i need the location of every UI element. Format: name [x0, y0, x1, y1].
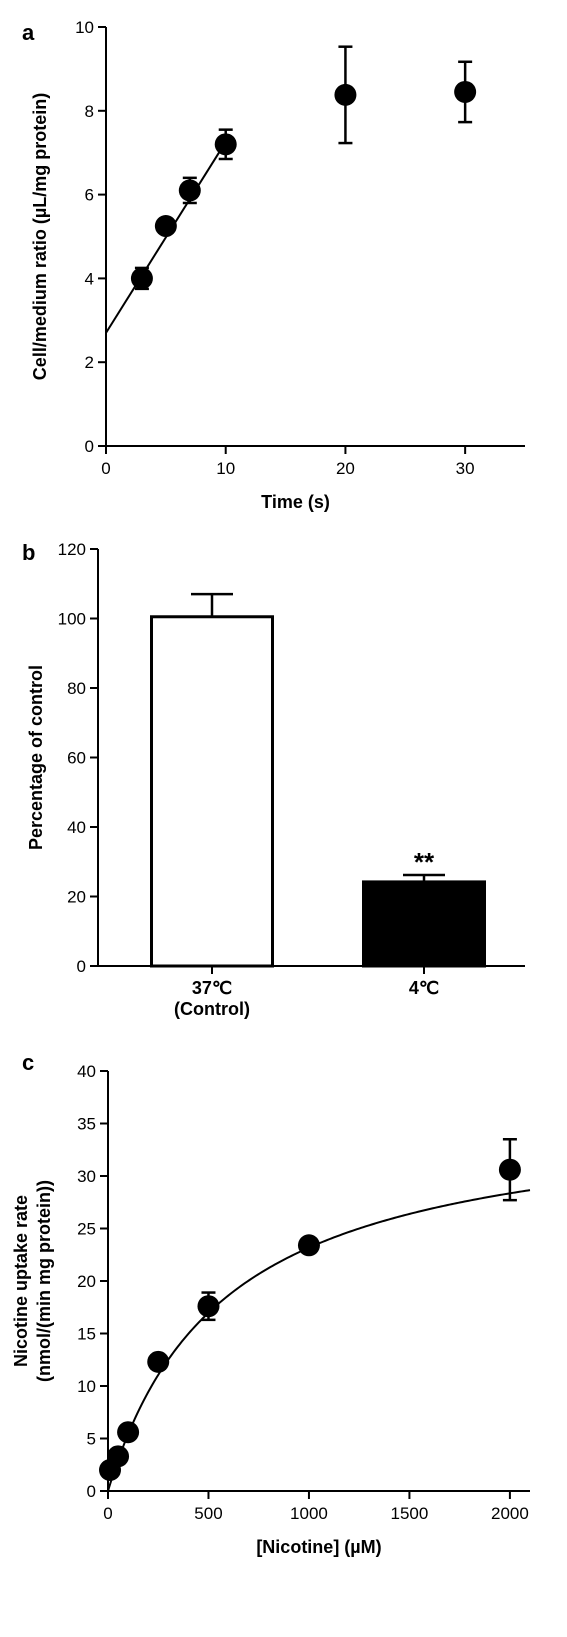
panel-b-y-tick-label: 100	[58, 610, 86, 629]
panel-c-x-tick-label: 1000	[290, 1504, 328, 1523]
panel-b-y-tick-label: 80	[67, 679, 86, 698]
panel-c-fit-curve	[107, 1189, 531, 1492]
panel-b-category-label: 4℃	[409, 978, 439, 998]
panel-a-data-point	[214, 133, 237, 156]
panel-b-bar	[362, 880, 486, 968]
panel-c-letter: c	[22, 1050, 34, 1075]
panel-c-y-tick-label: 35	[77, 1115, 96, 1134]
panel-c-y-tick-label: 10	[77, 1377, 96, 1396]
panel-a-x-tick-label: 10	[216, 459, 235, 478]
panel-a-y-tick-label: 4	[85, 269, 94, 288]
panel-b-y-tick-label: 40	[67, 818, 86, 837]
panel-b-category-label: 37℃	[192, 978, 232, 998]
panel-c-data-point	[117, 1421, 140, 1444]
panel-b-category-label: (Control)	[174, 999, 250, 1019]
panel-a-y-tick-label: 8	[85, 102, 94, 121]
panel-a-data-point	[334, 83, 357, 106]
panel-c-y-tick-label: 0	[87, 1482, 96, 1501]
panel-b-letter: b	[22, 540, 35, 565]
panel-b-y-tick-label: 120	[58, 540, 86, 559]
panel-c-y-tick-label: 15	[77, 1325, 96, 1344]
panel-c-x-tick-label: 2000	[491, 1504, 529, 1523]
panel-a-y-tick-label: 6	[85, 186, 94, 205]
panel-b-y-axis-title: Percentage of control	[26, 665, 46, 850]
panel-a-y-axis-title: Cell/medium ratio (µL/mg protein)	[30, 93, 50, 380]
panel-c-x-tick-label: 0	[103, 1504, 112, 1523]
panel-c-y-tick-label: 20	[77, 1272, 96, 1291]
panel-c-y-axis-title: Nicotine uptake rate	[11, 1195, 31, 1367]
panel-c-data-point	[107, 1445, 130, 1468]
panel-b-y-tick-label: 60	[67, 749, 86, 768]
panel-b-significance-label: **	[414, 847, 435, 877]
panel-c-y-tick-label: 5	[87, 1430, 96, 1449]
panel-c-y-tick-label: 25	[77, 1220, 96, 1239]
panel-b-y-tick-label: 20	[67, 888, 86, 907]
panel-a-y-tick-label: 0	[85, 437, 94, 456]
panel-c-y-tick-label: 40	[77, 1062, 96, 1081]
panel-a-letter: a	[22, 20, 35, 45]
panel-b-bar	[150, 615, 274, 968]
panel-b-y-tick-label: 0	[77, 957, 86, 976]
panel-a-data-point	[130, 267, 153, 290]
panel-c-y-axis-title-line2: (nmol/(min mg protein))	[34, 1180, 54, 1382]
panel-c-x-axis-title: [Nicotine] (µM)	[256, 1537, 381, 1557]
panel-c-data-point	[297, 1234, 320, 1257]
panel-a-x-axis-title: Time (s)	[261, 492, 330, 512]
panel-a-y-tick-label: 10	[75, 18, 94, 37]
panel-c-x-tick-label: 500	[194, 1504, 222, 1523]
panel-a-x-tick-label: 0	[101, 459, 110, 478]
panel-a-data-point	[154, 215, 177, 238]
panel-a-data-point	[178, 179, 201, 202]
panel-c-y-tick-label: 30	[77, 1167, 96, 1186]
panel-a-x-tick-label: 30	[456, 459, 475, 478]
panel-c-data-point	[197, 1295, 220, 1318]
panel-c-data-point	[147, 1350, 170, 1373]
panel-a-y-tick-label: 2	[85, 353, 94, 372]
panel-c-x-tick-label: 1500	[391, 1504, 429, 1523]
panel-a-data-point	[454, 80, 477, 103]
panel-c-data-point	[498, 1158, 521, 1181]
panel-a-x-tick-label: 20	[336, 459, 355, 478]
